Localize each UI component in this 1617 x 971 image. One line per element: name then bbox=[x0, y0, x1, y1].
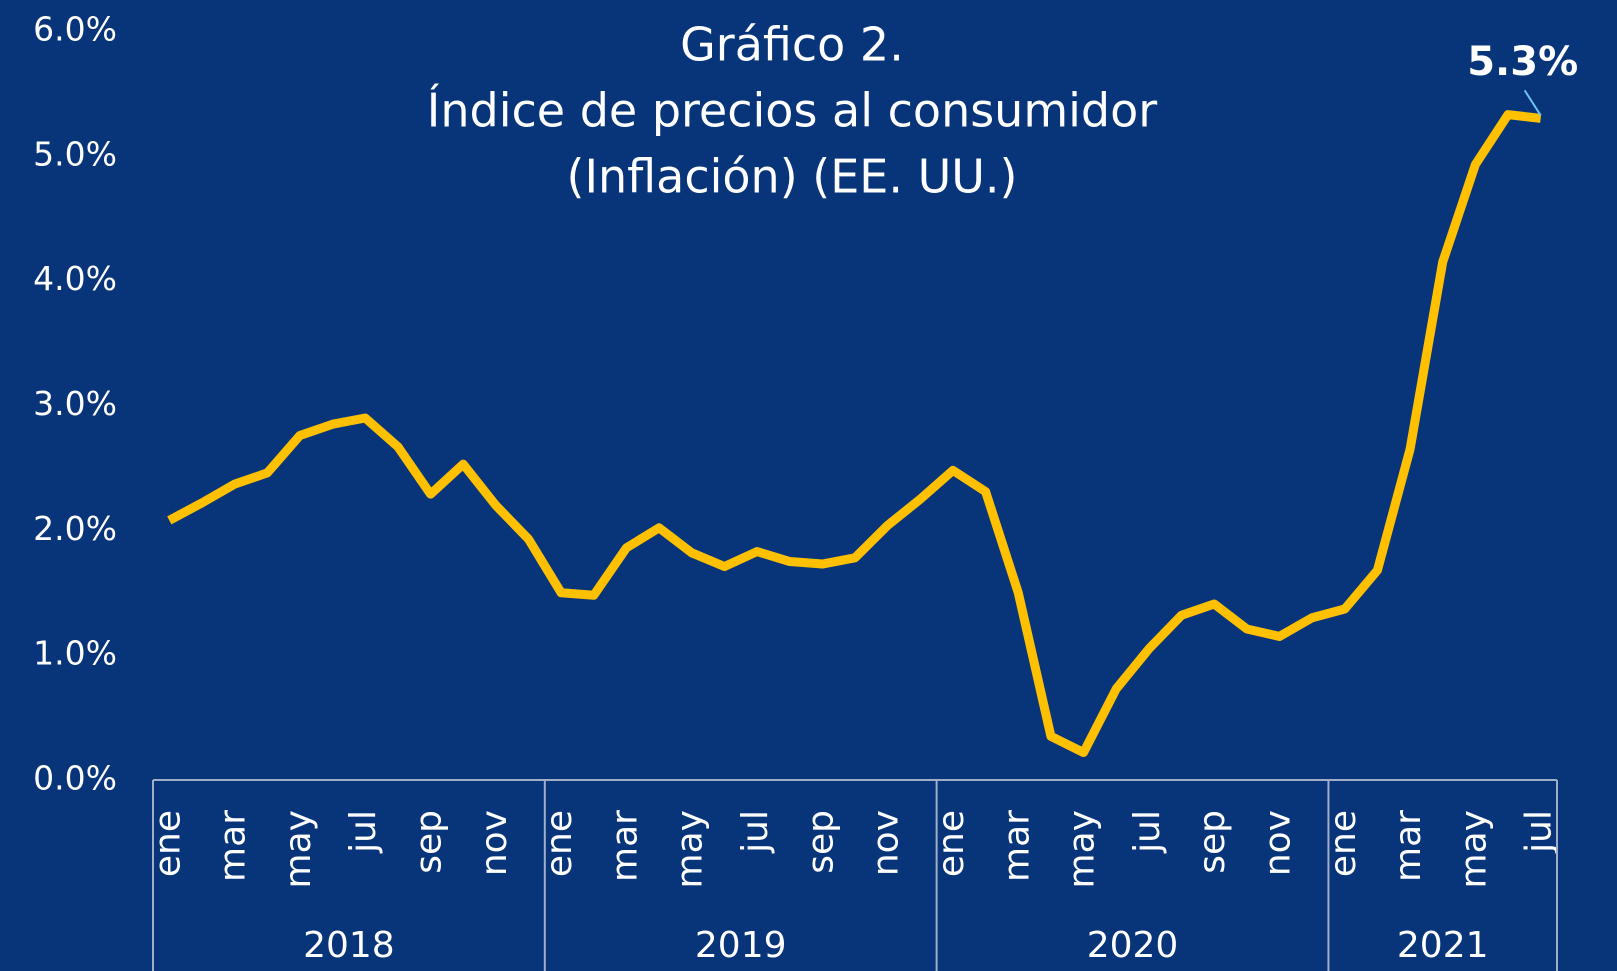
y-tick-label: 3.0% bbox=[33, 384, 117, 423]
x-tick-label: mar bbox=[213, 810, 254, 882]
line bbox=[167, 110, 1542, 758]
chart-title: (Inflación) (EE. UU.) bbox=[567, 150, 1018, 204]
year-label: 2020 bbox=[1087, 925, 1179, 966]
y-tick-label: 6.0% bbox=[33, 10, 117, 49]
x-tick-label: sep bbox=[409, 810, 450, 874]
data-label: 5.3% bbox=[1467, 39, 1578, 85]
x-tick-label: mar bbox=[1388, 810, 1429, 882]
x-tick-label: ene bbox=[931, 810, 972, 877]
x-tick-label: jul bbox=[735, 810, 776, 854]
x-tick-label: ene bbox=[1323, 810, 1364, 877]
year-label: 2019 bbox=[695, 925, 787, 966]
label-leader bbox=[1523, 89, 1542, 116]
x-tick-label: nov bbox=[1257, 810, 1298, 876]
year-label: 2021 bbox=[1397, 925, 1489, 966]
x-tick-label: may bbox=[278, 810, 319, 888]
x-tick-label: nov bbox=[474, 810, 515, 876]
x-tick-label: jul bbox=[1519, 810, 1560, 854]
chart-title: Gráfico 2. bbox=[680, 18, 904, 72]
x-tick-label: jul bbox=[1127, 810, 1168, 854]
x-tick-label: mar bbox=[604, 810, 645, 882]
x-tick-label: nov bbox=[866, 810, 907, 876]
x-tick-label: may bbox=[670, 810, 711, 888]
year-label: 2018 bbox=[303, 925, 395, 966]
x-tick-label: may bbox=[1453, 810, 1494, 888]
y-tick-label: 4.0% bbox=[33, 259, 117, 298]
chart-title: Índice de precios al consumidor bbox=[427, 84, 1157, 138]
y-tick-label: 1.0% bbox=[33, 634, 117, 673]
y-tick-label: 2.0% bbox=[33, 509, 117, 548]
x-tick-label: ene bbox=[539, 810, 580, 877]
x-tick-label: may bbox=[1062, 810, 1103, 888]
x-tick-label: ene bbox=[147, 810, 188, 877]
y-tick-label: 0.0% bbox=[33, 759, 117, 798]
x-tick-label: sep bbox=[800, 810, 841, 874]
y-tick-label: 5.0% bbox=[33, 134, 117, 173]
x-tick-label: jul bbox=[343, 810, 384, 854]
x-tick-label: sep bbox=[1192, 810, 1233, 874]
x-tick-label: mar bbox=[996, 810, 1037, 882]
